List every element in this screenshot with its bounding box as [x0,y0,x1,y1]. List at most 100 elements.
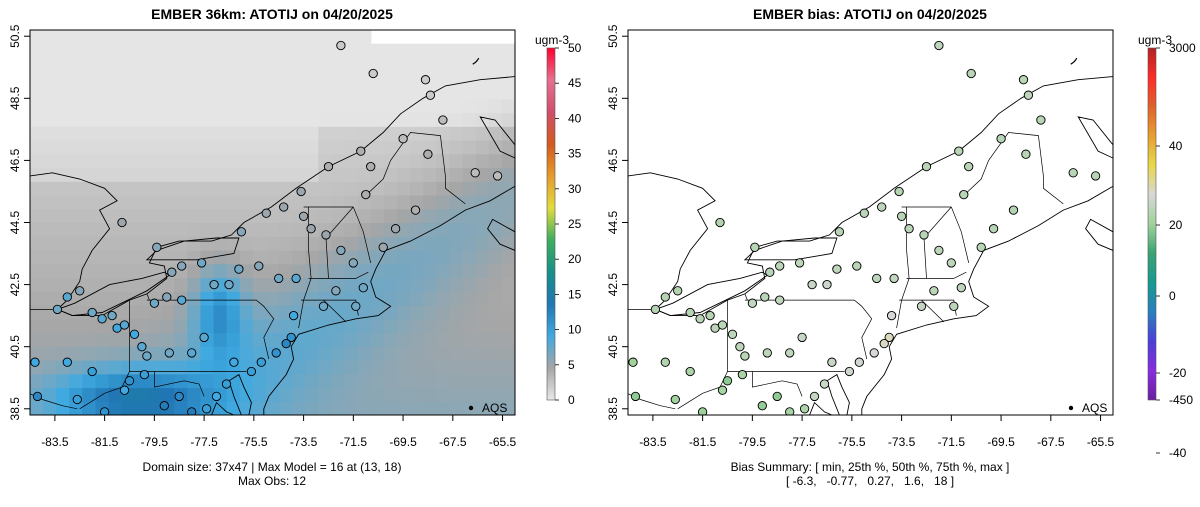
grid-cell [423,208,437,224]
grid-cell [161,112,175,127]
grid-cell [82,277,97,292]
grid-cell [488,387,503,402]
grid-cell [82,112,97,127]
grid-cell [344,112,359,127]
grid-cell [370,346,385,361]
grid-cell [462,222,477,237]
grid-cell [436,373,451,389]
grid-cell [318,71,333,86]
grid-cell [43,222,57,237]
grid-cell [318,98,333,114]
grid-cell [488,346,503,361]
grid-cell [292,195,306,210]
grid-cell [292,222,306,237]
grid-cell [462,71,477,86]
grid-cell [318,85,333,100]
grid-cell [30,43,44,59]
grid-cell [56,250,70,265]
legend-marker [1068,405,1074,411]
x-tick-label: -67.5 [439,435,467,449]
grid-cell [344,208,359,224]
station-layer [30,40,503,415]
grid-cell [357,360,372,375]
grid-cell [108,43,123,59]
grid-cell [147,401,162,415]
station-marker [149,298,160,308]
grid-cell [279,373,293,389]
grid-cell [43,112,57,127]
grid-cell [187,332,202,347]
panel-title: EMBER bias: ATOTIJ on 04/20/2025 [753,6,987,22]
grid-cell [82,236,97,251]
station-marker [996,134,1006,144]
station-marker [660,357,670,367]
grid-cell [279,387,293,402]
grid-cell [318,373,333,389]
grid-cell [108,332,123,347]
grid-cell [305,360,319,375]
grid-cell [43,98,57,114]
grid-cell [161,277,175,292]
grid-cell [82,153,97,169]
grid-cell [252,373,267,389]
grid-cell [383,208,398,224]
grid-cell [226,346,241,361]
station-marker [954,146,964,156]
station-marker [628,357,638,367]
x-tick-label: -77.5 [190,435,218,449]
caption-line-2: [ -6.3, -0.77, 0.27, 1.6, 18 ] [786,474,954,488]
station-marker [916,301,927,311]
grid-cell [43,43,57,59]
grid-cell [279,222,293,237]
state-boundary [146,293,150,301]
grid-cell [69,236,84,251]
grid-cell [501,126,515,141]
grid-cell [383,112,398,127]
grid-cell [95,181,110,196]
grid-cell [252,318,267,334]
grid-cell [69,332,84,347]
x-tick-label: -79.5 [739,435,767,449]
grid-cell [305,98,319,114]
grid-cell [161,318,175,334]
grid-cell [397,305,411,320]
grid-cell [488,57,503,72]
station-marker [361,189,371,200]
grid-cell [226,85,241,100]
grid-cell [383,140,398,155]
grid-cell [121,30,136,45]
grid-cell [318,346,333,361]
station-marker [187,348,197,358]
grid-cell [449,360,464,375]
station-marker [271,348,281,358]
station-marker [323,161,334,172]
grid-cell [423,318,437,334]
station-marker [137,342,147,352]
station-marker [854,357,864,367]
grid-cell [423,112,437,127]
grid-cell [226,318,241,334]
grid-cell [383,181,398,196]
grid-cell [357,30,372,45]
colorbar-label: 3000 [1169,41,1196,55]
grid-cell [174,305,188,320]
grid-cell [200,346,215,361]
grid-cell [305,195,319,210]
grid-cell [69,30,84,45]
grid-cell [462,332,477,347]
grid-cell [462,181,477,196]
grid-cell [213,126,228,141]
grid-cell [161,126,175,141]
grid-cell [279,98,293,114]
grid-cell [318,140,333,155]
station-marker [281,338,291,349]
grid-cell [43,346,57,361]
colorbar-label: 45 [568,76,582,90]
state-boundary [744,299,873,360]
grid-cell [357,98,372,114]
coastline [1116,145,1143,188]
grid-cell [449,167,464,182]
station-marker [956,283,966,293]
grid-cell [226,140,241,155]
state-boundary [154,371,205,397]
